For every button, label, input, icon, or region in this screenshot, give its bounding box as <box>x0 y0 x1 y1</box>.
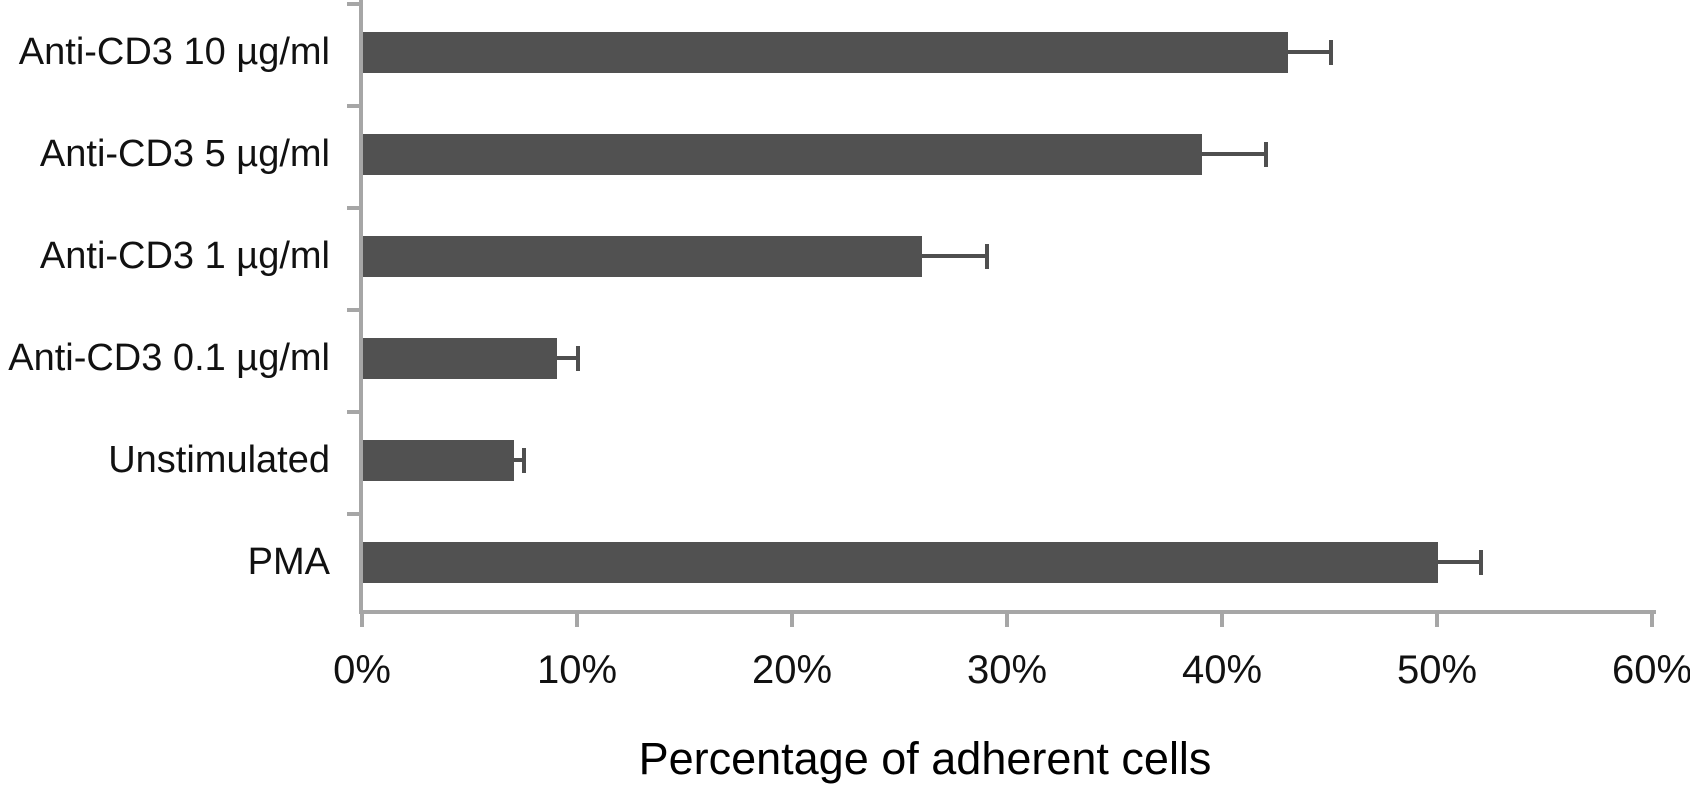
x-axis-tick-label: 30% <box>966 648 1048 692</box>
error-bar-line <box>1438 560 1481 564</box>
x-axis-tick <box>790 614 794 627</box>
x-axis-line <box>359 610 1656 614</box>
category-label: Anti-CD3 5 µg/ml <box>39 133 330 175</box>
y-axis-tick <box>347 104 359 108</box>
category-label: Anti-CD3 1 µg/ml <box>39 235 330 277</box>
x-axis-tick <box>575 614 579 627</box>
bar <box>363 338 557 379</box>
x-axis-title: Percentage of adherent cells <box>638 733 1212 784</box>
x-axis-tick <box>1220 614 1224 627</box>
bar <box>363 134 1202 175</box>
error-bar-cap <box>1479 550 1483 575</box>
x-axis-tick-label: 0% <box>333 648 391 692</box>
x-axis-tick <box>360 614 364 627</box>
bar <box>363 236 922 277</box>
bar <box>363 440 514 481</box>
y-axis-tick <box>347 410 359 414</box>
y-axis-tick <box>347 512 359 516</box>
category-label: Anti-CD3 10 µg/ml <box>18 31 330 73</box>
x-axis-tick-label: 60% <box>1611 648 1690 692</box>
bar <box>363 32 1288 73</box>
category-label: Unstimulated <box>108 439 330 481</box>
x-axis-tick <box>1005 614 1009 627</box>
error-bar-cap <box>984 244 989 269</box>
y-axis-tick <box>347 206 359 210</box>
x-axis-tick-label: 20% <box>751 648 833 692</box>
x-axis-tick <box>1435 614 1439 627</box>
category-label: Anti-CD3 0.1 µg/ml <box>8 337 330 379</box>
x-axis-tick-label: 50% <box>1396 648 1478 692</box>
y-axis-tick <box>347 2 359 6</box>
error-bar-cap <box>1328 40 1333 65</box>
y-axis-tick <box>347 308 359 312</box>
error-bar-line <box>513 458 525 462</box>
error-bar-line <box>922 254 987 258</box>
error-bar-cap <box>1264 142 1268 167</box>
y-axis-line <box>359 0 363 614</box>
x-axis-tick-label: 40% <box>1181 648 1263 692</box>
category-label: PMA <box>247 541 330 583</box>
error-bar-line <box>556 356 578 360</box>
error-bar-line <box>1287 50 1331 54</box>
error-bar-line <box>1201 152 1266 156</box>
bar <box>363 542 1438 583</box>
x-axis-tick-label: 10% <box>536 648 618 692</box>
error-bar-cap <box>576 346 580 371</box>
x-axis-tick <box>1650 614 1654 627</box>
error-bar-cap <box>522 448 527 473</box>
